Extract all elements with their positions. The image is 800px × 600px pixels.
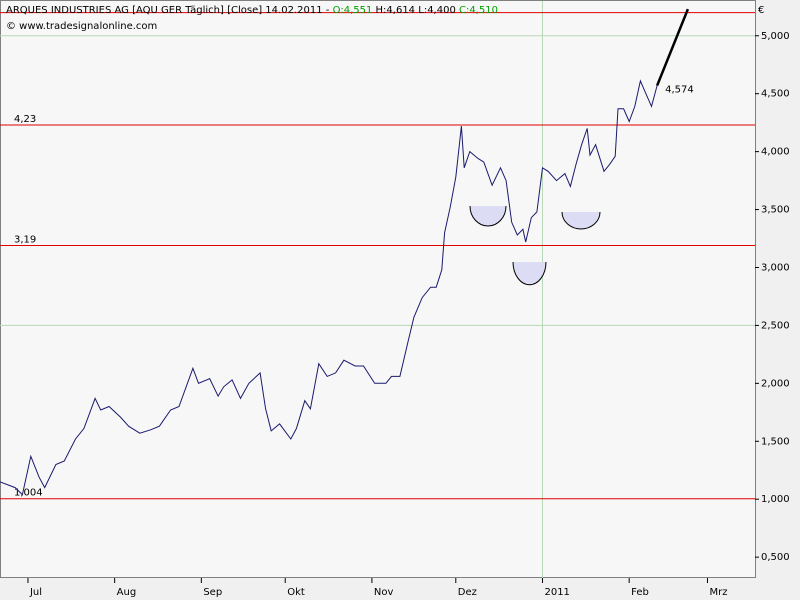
grid (0, 1, 755, 578)
cup-fill (513, 262, 546, 285)
y-tick-label: 2,500 (761, 320, 790, 331)
ohlc-value: L:4,400 (418, 5, 456, 16)
y-tick-label: 1,500 (761, 436, 790, 447)
level-label: 4,23 (14, 114, 36, 125)
x-tick-label: Dez (458, 587, 477, 598)
cup (469, 205, 507, 227)
cup-fill (470, 206, 506, 226)
x-tick-label: Sep (203, 587, 222, 598)
cup (512, 261, 547, 286)
y-tick-label: 4,000 (761, 147, 790, 158)
ohlc-value: O:4,551 (333, 5, 373, 16)
plot-area (0, 0, 756, 578)
x-tick-label: 2011 (544, 587, 569, 598)
ohlc-value: H:4,614 (376, 5, 416, 16)
header: ARQUES INDUSTRIES AG [AQU GER Täglich] [… (6, 5, 498, 16)
cup-markers (469, 205, 601, 286)
y-tick-label: 1,000 (761, 494, 790, 505)
y-tick-label: 5,000 (761, 31, 790, 42)
ohlc-value: C:4,510 (459, 5, 498, 16)
x-tick-label: Nov (374, 587, 394, 598)
x-tick-label: Okt (287, 587, 305, 598)
cup (561, 211, 601, 230)
trend-line (655, 8, 690, 87)
y-tick-label: 2,000 (761, 378, 790, 389)
y-tick-label: 0,500 (761, 552, 790, 563)
level-label: 3,19 (14, 234, 36, 245)
levels: 4,23 3,19 1,004 (0, 12, 755, 500)
price-line (0, 79, 658, 496)
x-tick-label: Jul (29, 587, 42, 598)
title: ARQUES INDUSTRIES AG [AQU GER Täglich] [… (6, 5, 330, 16)
unit: € (758, 5, 764, 16)
y-tick-label: 3,000 (761, 262, 790, 273)
x-tick-label: Feb (631, 587, 649, 598)
source: © www.tradesignalonline.com (6, 21, 157, 32)
y-tick-label: 4,500 (761, 89, 790, 100)
cup-fill (562, 212, 600, 229)
level-label: 1,004 (14, 488, 43, 499)
x-tick-label: Mrz (709, 587, 727, 598)
last-value-label: 4,574 (665, 85, 694, 96)
x-tick-label: Aug (117, 587, 137, 598)
ohlc: O:4,551 H:4,614 L:4,400 C:4,510 (333, 5, 498, 16)
y-tick-label: 3,500 (761, 205, 790, 216)
